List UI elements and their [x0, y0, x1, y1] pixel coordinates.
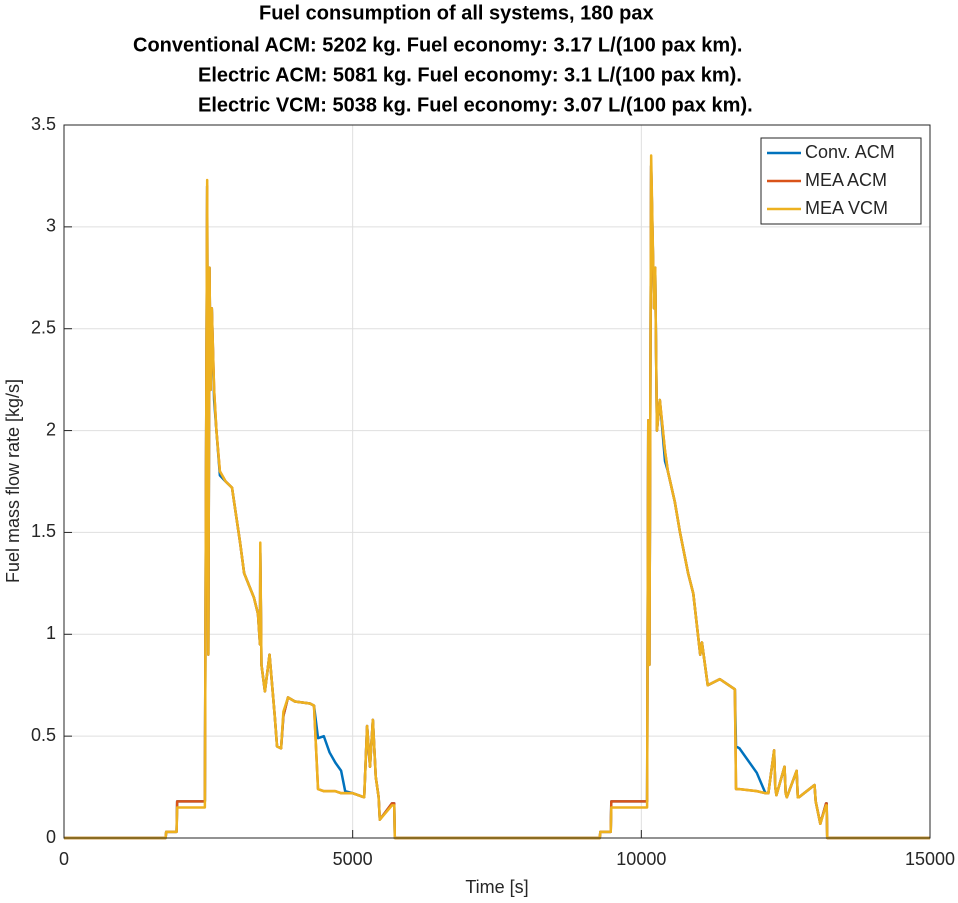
- legend-label: MEA ACM: [805, 170, 887, 190]
- y-tick-label: 2.5: [31, 317, 56, 337]
- chart-title: Conventional ACM: 5202 kg. Fuel economy:…: [133, 34, 742, 56]
- y-axis-label: Fuel mass flow rate [kg/s]: [3, 379, 23, 583]
- legend: Conv. ACM MEA ACM MEA VCM: [760, 137, 922, 225]
- y-tick-label: 3.5: [31, 114, 56, 134]
- x-tick-label: 10000: [616, 849, 666, 869]
- chart-title: Electric ACM: 5081 kg. Fuel economy: 3.1…: [198, 64, 742, 86]
- y-tick-label: 1: [46, 623, 56, 643]
- x-tick-label: 15000: [905, 849, 955, 869]
- x-tick-label: 5000: [333, 849, 373, 869]
- y-tick-label: 1.5: [31, 521, 56, 541]
- y-tick-label: 0: [46, 827, 56, 847]
- x-axis-label: Time [s]: [465, 877, 528, 897]
- plot-area: [64, 125, 930, 838]
- x-tick-label: 0: [59, 849, 69, 869]
- axes-box: [63, 124, 931, 839]
- y-tick-label: 0.5: [31, 725, 56, 745]
- chart-title: Fuel consumption of all systems, 180 pax: [259, 2, 654, 24]
- y-tick-label: 2: [46, 419, 56, 439]
- line-series: [64, 154, 930, 840]
- chart-title: Electric VCM: 5038 kg. Fuel economy: 3.0…: [198, 94, 753, 116]
- legend-label: Conv. ACM: [805, 142, 895, 162]
- y-tick-label: 3: [46, 216, 56, 236]
- legend-label: MEA VCM: [805, 198, 888, 218]
